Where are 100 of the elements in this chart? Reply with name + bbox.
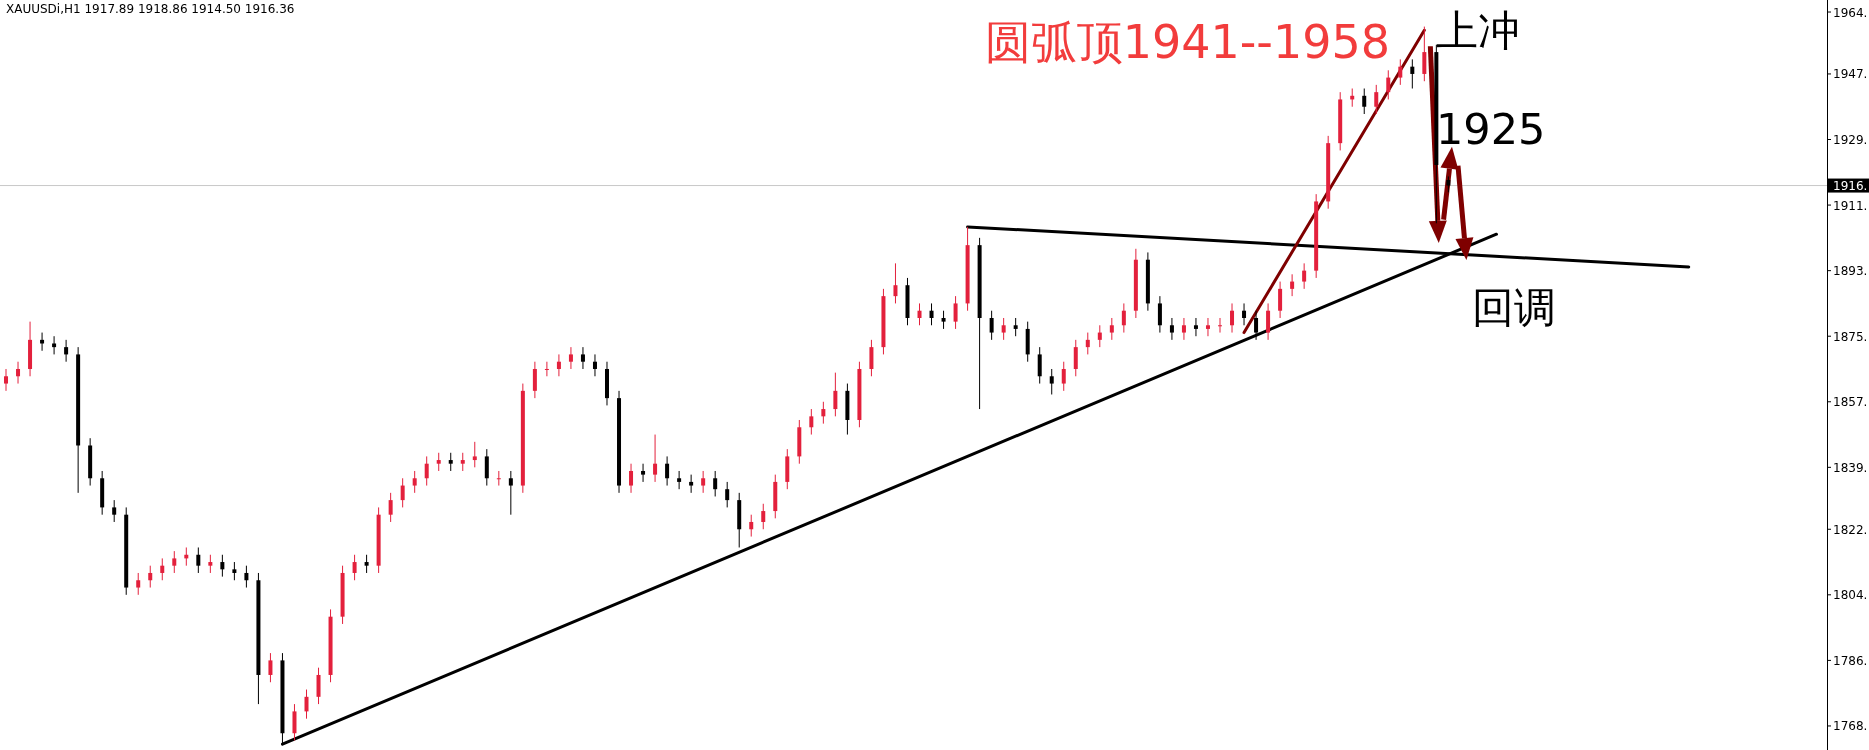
candlestick xyxy=(388,492,393,523)
candlestick xyxy=(16,361,21,385)
candlestick xyxy=(1230,302,1235,334)
candlestick xyxy=(1218,317,1222,334)
candlestick xyxy=(1398,58,1403,86)
candlestick xyxy=(1290,273,1295,297)
candlestick xyxy=(809,408,814,436)
chart-title: XAUUSDi,H1 1917.89 1918.86 1914.50 1916.36 xyxy=(6,2,295,16)
candlestick xyxy=(1278,281,1283,319)
y-tick-label: 1929. xyxy=(1833,133,1868,148)
y-tick-label: 1964. xyxy=(1833,5,1868,20)
y-tick-label: 1947. xyxy=(1833,67,1868,82)
candlestick xyxy=(64,339,69,363)
candlestick xyxy=(592,353,597,377)
candlestick xyxy=(893,262,898,304)
candlestick xyxy=(1386,69,1391,100)
candlestick xyxy=(220,554,225,578)
candlestick xyxy=(1193,317,1198,337)
candlestick xyxy=(448,452,453,472)
candlestick xyxy=(1362,88,1367,115)
candlestick xyxy=(208,554,213,574)
candlestick xyxy=(112,499,117,523)
candlestick xyxy=(196,546,201,574)
candlestick xyxy=(1061,361,1066,392)
candlestick xyxy=(1422,26,1427,82)
candlestick xyxy=(1410,58,1415,90)
ref-line-label: 1916. xyxy=(1833,179,1868,194)
candlestick xyxy=(316,667,321,705)
candlestick xyxy=(1181,317,1186,341)
candlestick xyxy=(761,503,766,530)
candlestick xyxy=(460,452,465,472)
annotation: 回调 xyxy=(1472,283,1556,332)
candlestick xyxy=(749,514,754,538)
candlestick xyxy=(641,463,646,483)
y-tick-label: 1875. xyxy=(1833,329,1868,344)
candlestick xyxy=(989,310,994,341)
candlestick xyxy=(917,302,922,326)
annotation: 上冲 xyxy=(1436,6,1520,55)
candlestick xyxy=(677,470,682,490)
candlestick xyxy=(412,470,417,494)
candlestick xyxy=(424,455,429,487)
candlestick xyxy=(436,452,441,472)
candlestick xyxy=(4,368,9,392)
candlestick xyxy=(941,310,946,330)
candlestick xyxy=(532,361,537,399)
candlestick xyxy=(1302,262,1307,290)
y-tick-label: 1804. xyxy=(1833,588,1868,603)
candlestick xyxy=(1085,332,1090,355)
candlestick xyxy=(352,554,357,581)
candlestick xyxy=(268,652,273,683)
y-tick-label: 1768. xyxy=(1833,719,1868,734)
candlestick xyxy=(364,554,369,574)
candlestick xyxy=(1013,317,1018,337)
candlestick xyxy=(1254,310,1259,341)
candlestick xyxy=(232,561,237,581)
candlestick xyxy=(568,346,573,370)
y-tick-label: 1822. xyxy=(1833,522,1868,537)
candlestick xyxy=(1097,324,1102,348)
candlestick xyxy=(833,372,838,417)
candlestick xyxy=(821,401,826,425)
candlestick xyxy=(160,557,165,581)
candlestick xyxy=(653,434,658,483)
candlestick xyxy=(1121,302,1126,334)
candlestick xyxy=(953,295,958,330)
candlestick xyxy=(1049,368,1054,395)
candlestick xyxy=(1073,339,1078,377)
candlestick xyxy=(1169,317,1174,341)
candlestick xyxy=(136,572,141,596)
y-tick-label: 1857. xyxy=(1833,395,1868,410)
candlestick xyxy=(472,441,477,468)
y-tick-label: 1839. xyxy=(1833,460,1868,475)
candlestick xyxy=(1374,84,1379,115)
candlestick xyxy=(665,455,670,487)
candlestick xyxy=(713,470,718,497)
candlestick xyxy=(52,335,57,355)
candlestick xyxy=(508,470,513,516)
candlestick xyxy=(1157,295,1162,334)
candlestick xyxy=(1242,302,1247,326)
y-tick-label: 1893. xyxy=(1833,264,1868,279)
candlestick xyxy=(556,353,561,377)
candlestick xyxy=(689,474,694,494)
y-tick-label: 1786. xyxy=(1833,653,1868,668)
candlestick xyxy=(484,448,489,487)
candlestick xyxy=(544,361,549,377)
candlestick xyxy=(496,470,501,487)
candlestick xyxy=(292,703,297,742)
candlestick xyxy=(304,689,309,720)
candlestick xyxy=(929,302,934,326)
annotation: 1925 xyxy=(1436,104,1546,154)
candlestick xyxy=(1001,317,1006,341)
annotation: 圆弧顶1941--1958 xyxy=(984,15,1390,69)
candlestick xyxy=(1205,317,1210,337)
candlestick xyxy=(580,346,585,370)
candlestick xyxy=(1037,346,1042,385)
y-tick-label: 1911. xyxy=(1833,198,1868,213)
candlestick xyxy=(1266,302,1271,341)
candlestick xyxy=(1109,317,1114,341)
candlestick xyxy=(400,477,405,508)
candlestick xyxy=(869,339,874,377)
candlestick xyxy=(725,481,730,508)
